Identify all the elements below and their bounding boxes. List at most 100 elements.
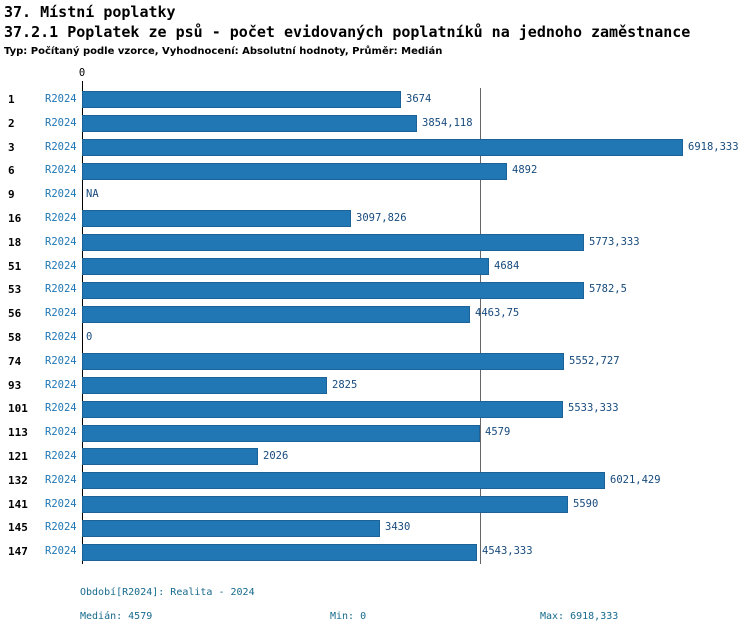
value-label: 6021,429: [610, 473, 661, 486]
row-id-label: 9: [8, 188, 15, 202]
row-id-label: 147: [8, 545, 28, 559]
row-period-label: R2024: [45, 188, 77, 201]
row-id-label: 16: [8, 212, 22, 225]
chart-row: 16 R2024 3097,826: [0, 207, 750, 231]
value-bar: [82, 376, 327, 394]
value-label: 3430: [385, 521, 411, 534]
row-id-label: 3: [8, 140, 15, 154]
chart-row: 18 R2024 5773,333: [0, 231, 750, 255]
row-period-label: R2024: [45, 212, 77, 224]
row-period-label: R2024: [45, 378, 77, 391]
row-id-label: 74: [8, 354, 22, 368]
value-bar: [82, 234, 584, 252]
plot-area: 1 R2024 3674 2 R2024 3854,118 3 R2024 6918,333 6 R…: [0, 81, 750, 564]
footer-min-label: Min: 0: [330, 611, 367, 622]
row-period-label: R2024: [45, 93, 77, 105]
value-bar: [82, 210, 351, 228]
value-label: 4892: [512, 164, 538, 177]
row-period-label: R2024: [45, 521, 77, 534]
row-id-label: 145: [8, 521, 28, 535]
row-id-label: 141: [8, 497, 28, 511]
row-period-label: R2024: [45, 473, 77, 486]
row-period-label: R2024: [45, 450, 77, 462]
chart-row: 9 R2024 NA: [0, 183, 750, 207]
chart-row: 132 R2024 6021,429: [0, 469, 750, 493]
row-id-label: 51: [8, 259, 22, 273]
footer-period-label: Období[R2024]: Realita - 2024: [80, 587, 255, 598]
row-period-label: R2024: [45, 116, 77, 129]
value-label: 4543,333: [482, 545, 533, 558]
value-bar: [82, 472, 605, 490]
value-bar: [82, 448, 258, 466]
chart-row: 2 R2024 3854,118: [0, 112, 750, 136]
value-bar: [82, 424, 480, 442]
chart-row: 51 R2024 4684: [0, 255, 750, 279]
chart-row: 121 R2024 2026: [0, 445, 750, 469]
chart-row: 101 R2024 5533,333: [0, 397, 750, 421]
row-id-label: 56: [8, 307, 22, 321]
row-period-label: R2024: [45, 283, 77, 296]
chart-row: 6 R2024 4892: [0, 159, 750, 183]
row-period-label: R2024: [45, 402, 77, 415]
row-id-label: 2: [8, 116, 15, 130]
row-id-label: 58: [8, 331, 22, 344]
value-bar: [82, 353, 564, 371]
value-label: 2026: [263, 450, 289, 462]
median-reference-line: [479, 88, 481, 564]
row-period-label: R2024: [45, 426, 77, 439]
chart-row: 1 R2024 3674: [0, 88, 750, 112]
row-id-label: 121: [8, 450, 28, 463]
chart-row: 53 R2024 5782,5: [0, 278, 750, 302]
value-label: 0: [86, 331, 93, 343]
chart-title: 37.2.1 Poplatek ze psů - počet evidovaný…: [4, 23, 691, 41]
value-label: 4579: [485, 426, 511, 439]
value-bar: [82, 257, 489, 275]
value-label: 4463,75: [475, 307, 520, 320]
value-bar: [82, 305, 470, 323]
value-label: 5590: [573, 497, 599, 510]
value-bar: [82, 495, 568, 513]
row-period-label: R2024: [45, 545, 77, 558]
chart-row: 145 R2024 3430: [0, 516, 750, 540]
chart-row: 58 R2024 0: [0, 326, 750, 350]
row-period-label: R2024: [45, 331, 77, 343]
page-title: 37. Místní poplatky: [4, 3, 176, 21]
value-label: 5782,5: [589, 283, 627, 296]
value-bar: [82, 519, 380, 537]
value-bar: [82, 162, 507, 180]
value-bar: [82, 400, 563, 418]
value-label: 4684: [494, 259, 520, 272]
row-id-label: 113: [8, 426, 28, 440]
value-label: 3854,118: [422, 116, 473, 129]
footer-median-label: Medián: 4579: [80, 611, 153, 622]
value-label: 2825: [332, 378, 358, 391]
bar-rows: 1 R2024 3674 2 R2024 3854,118 3 R2024 6918,333 6 R…: [0, 88, 750, 564]
row-id-label: 101: [8, 402, 28, 416]
chart-row: 147 R2024 4543,333: [0, 540, 750, 564]
chart-row: 113 R2024 4579: [0, 421, 750, 445]
chart-row: 56 R2024 4463,75: [0, 302, 750, 326]
row-id-label: 132: [8, 473, 28, 487]
chart-row: 141 R2024 5590: [0, 493, 750, 517]
row-id-label: 18: [8, 235, 22, 249]
value-label: 5552,727: [569, 354, 620, 367]
chart-row: 93 R2024 2825: [0, 374, 750, 398]
chart-meta-line: Typ: Počítaný podle vzorce, Vyhodnocení:…: [4, 46, 443, 57]
value-bar: [82, 91, 401, 109]
row-id-label: 53: [8, 283, 22, 297]
row-period-label: R2024: [45, 140, 77, 153]
value-label: NA: [86, 188, 99, 201]
value-label: 6918,333: [688, 140, 739, 153]
row-period-label: R2024: [45, 497, 77, 510]
row-period-label: R2024: [45, 354, 77, 367]
x-axis-zero-tick-label: 0: [78, 67, 86, 79]
row-period-label: R2024: [45, 164, 77, 177]
value-label: 5533,333: [568, 402, 619, 415]
row-id-label: 1: [8, 93, 15, 106]
value-label: 5773,333: [589, 235, 640, 248]
row-period-label: R2024: [45, 235, 77, 248]
value-bar: [82, 281, 584, 299]
footer-max-label: Max: 6918,333: [540, 611, 619, 622]
row-id-label: 6: [8, 164, 15, 178]
